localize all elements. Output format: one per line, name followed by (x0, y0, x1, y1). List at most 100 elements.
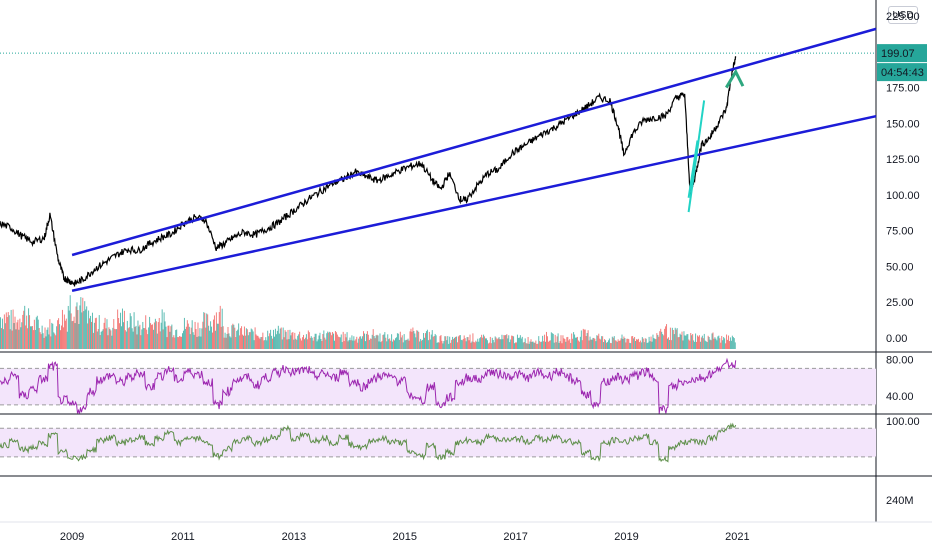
volume-bar (333, 340, 335, 349)
volume-bar (561, 343, 563, 349)
volume-bar (726, 334, 728, 349)
volume-bar (215, 312, 217, 349)
volume-bar (720, 342, 722, 349)
volume-bar (727, 339, 729, 349)
volume-bar (222, 326, 224, 349)
volume-bar (339, 337, 341, 349)
volume-bar (525, 343, 527, 349)
volume-bar (585, 336, 587, 349)
volume-bar (447, 336, 449, 349)
volume-bar (714, 337, 716, 349)
volume-bar (56, 326, 58, 349)
volume-bar (1, 318, 3, 349)
volume-bar (569, 339, 571, 349)
volume-bar (258, 337, 260, 349)
volume-bar (396, 333, 398, 349)
volume-bar (437, 342, 439, 349)
volume-bar (402, 342, 404, 349)
volume-bar (432, 336, 434, 349)
volume-bar (38, 328, 40, 349)
volume-bar (733, 338, 735, 349)
volume-bar (57, 320, 59, 349)
volume-bar (439, 336, 441, 349)
volume-bar (424, 333, 426, 349)
volume-bar (75, 306, 77, 349)
volume-bar (95, 317, 97, 349)
cyan-trend-line[interactable] (687, 140, 699, 198)
volume-bar (198, 336, 200, 349)
volume-bar (138, 326, 140, 349)
volume-bar (36, 315, 38, 349)
volume-bar (381, 340, 383, 349)
panes-background (0, 0, 932, 523)
drawings[interactable] (71, 27, 877, 292)
oscillator-pane (0, 422, 876, 463)
volume-bar (21, 322, 23, 349)
volume-bar (422, 339, 424, 349)
volume-bar (693, 340, 695, 349)
volume-bar (501, 334, 503, 349)
volume-bar (210, 321, 212, 349)
volume-bar (613, 336, 615, 349)
volume-bar (183, 317, 185, 349)
volume-bar (303, 334, 305, 349)
upper-channel-line[interactable] (71, 27, 877, 257)
volume-bar (264, 340, 266, 349)
countdown-badge[interactable] (877, 63, 927, 82)
chevron-up-icon[interactable] (725, 68, 745, 89)
volume-bar (96, 331, 98, 349)
volume-bar (174, 337, 176, 349)
volume-bar (660, 328, 662, 349)
volume-bar (173, 335, 175, 349)
volume-bar (310, 336, 312, 349)
volume-bar (671, 327, 673, 349)
volume-bar (260, 337, 262, 349)
lower-channel-line[interactable] (71, 114, 877, 292)
volume-bar (106, 319, 108, 349)
cyan-trend-line[interactable] (687, 100, 706, 213)
volume-bar (337, 336, 339, 349)
volume-bar (344, 333, 346, 349)
volume-bar (122, 322, 124, 349)
volume-bar (429, 339, 431, 349)
volume-bar (389, 338, 391, 349)
volume-bar (621, 334, 623, 349)
currency-badge[interactable]: USD (888, 6, 918, 24)
volume-bar (283, 337, 285, 349)
volume-bar (172, 337, 174, 349)
volume-bar (694, 341, 696, 349)
volume-bar (677, 337, 679, 349)
volume-bar (550, 332, 552, 349)
volume-bar (722, 340, 724, 349)
volume-bar (317, 339, 319, 349)
volume-bar (721, 335, 723, 349)
volume-bar (66, 331, 68, 349)
volume-bar (390, 340, 392, 349)
volume-bar (117, 309, 119, 349)
volume-bar (18, 329, 20, 349)
volume-bar (661, 331, 663, 349)
volume-bar (527, 336, 529, 349)
volume-bar (370, 338, 372, 349)
volume-bar (205, 327, 207, 349)
volume-bar (377, 335, 379, 349)
volume-bar (540, 342, 542, 349)
volume-bar (611, 336, 613, 349)
volume-bar (529, 341, 531, 349)
volume-bar (536, 343, 538, 349)
volume-bar (624, 338, 626, 349)
volume-bar (128, 327, 130, 349)
volume-bar (425, 331, 427, 349)
volume-bar (13, 323, 15, 349)
price-tick-label: 225.00 (886, 11, 920, 23)
volume-bar (100, 331, 102, 349)
volume-bar (631, 336, 633, 349)
last-price-label: 199.07 (881, 48, 915, 60)
volume-bar (273, 336, 275, 349)
volume-bar (33, 319, 35, 349)
volume-bar (233, 324, 235, 349)
volume-bar (375, 335, 377, 349)
last-price-badge[interactable] (877, 44, 927, 63)
volume-bar (666, 338, 668, 349)
